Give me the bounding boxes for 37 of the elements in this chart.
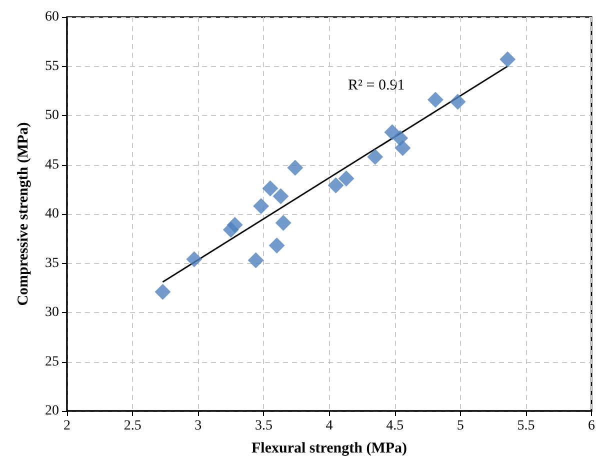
point — [394, 140, 411, 156]
point — [500, 51, 516, 68]
x-tick-label: 3.5 — [254, 418, 272, 434]
point — [272, 188, 289, 204]
y-tick-label: 20 — [45, 404, 59, 418]
x-tick-label: 5.5 — [517, 418, 535, 434]
point — [450, 94, 466, 110]
point — [427, 92, 444, 108]
x-tick-label: 2.5 — [124, 418, 142, 434]
y-tick-label: 35 — [45, 256, 59, 271]
x-tick-label: 6 — [588, 418, 595, 434]
point — [287, 160, 304, 176]
x-tick-label: 3 — [194, 418, 202, 434]
x-axis-title: Flexural strength (MPa) — [251, 440, 408, 456]
point — [338, 170, 354, 187]
y-tick-label: 55 — [45, 58, 59, 74]
y-tick-label: 45 — [45, 157, 59, 172]
x-tick-label: 4 — [326, 418, 333, 434]
y-axis-title: Compressive strength (MPa) — [16, 122, 32, 306]
y-tick-label: 30 — [45, 305, 59, 320]
y-tick-label: 50 — [45, 108, 59, 123]
point — [275, 214, 292, 231]
y-tick-label: 40 — [45, 206, 59, 222]
y-tick-label: 25 — [45, 354, 59, 370]
x-tick-label: 2 — [64, 418, 70, 434]
point — [154, 284, 171, 300]
x-tick-label: 4.5 — [386, 418, 404, 434]
point — [328, 177, 344, 194]
y-tick-label: 60 — [45, 10, 59, 24]
point — [226, 216, 243, 233]
point — [186, 251, 202, 268]
point — [262, 180, 278, 196]
point — [268, 238, 285, 254]
point — [248, 252, 264, 268]
point — [367, 148, 384, 165]
x-tick-label: 5 — [456, 418, 464, 434]
point — [253, 198, 270, 214]
